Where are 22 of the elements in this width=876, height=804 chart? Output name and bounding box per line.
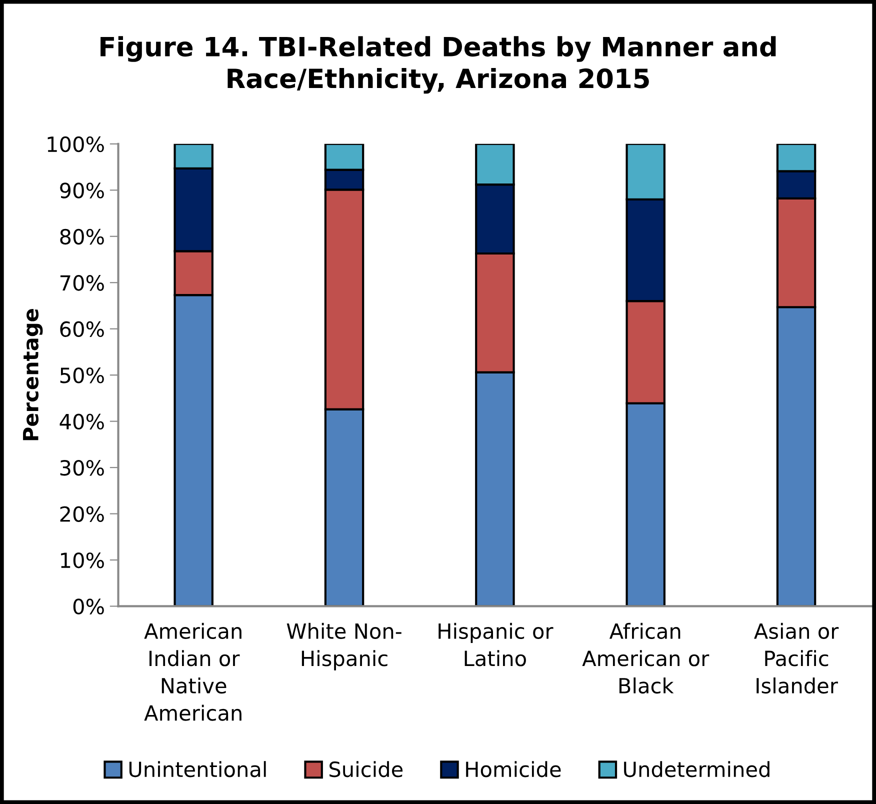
y-tick-label: 50% xyxy=(60,368,104,384)
x-tick-label: Asian or Pacific Islander xyxy=(754,622,839,694)
legend-label: Unintentional xyxy=(129,761,266,778)
y-tick-label: 20% xyxy=(60,506,104,522)
y-tick-label: 0% xyxy=(73,598,104,614)
y-axis-title: Percentage xyxy=(23,309,43,440)
chart-title: Figure 14. TBI-Related Deaths by Manner and Race/Ethnicity, Arizona 2015 xyxy=(100,36,776,94)
x-tick-label: African American or Black xyxy=(582,622,710,694)
y-tick-label: 30% xyxy=(60,460,104,476)
y-tick-label: 80% xyxy=(60,228,104,245)
legend-label: Undetermined xyxy=(624,761,770,778)
y-tick-label: 90% xyxy=(60,182,104,198)
y-tick-label: 70% xyxy=(60,275,104,291)
y-tick-label: 10% xyxy=(61,552,104,568)
x-tick-label: American Indian or Native American xyxy=(144,622,242,721)
y-tick-label: 40% xyxy=(60,414,104,430)
x-tick-label: Hispanic or Latino xyxy=(438,622,554,666)
y-tick-label: 60% xyxy=(60,321,104,338)
legend-label: Suicide xyxy=(330,761,403,778)
legend-label: Homicide xyxy=(466,761,561,778)
y-tick-label: 100% xyxy=(48,136,104,152)
x-tick-label: White Non- Hispanic xyxy=(286,622,402,670)
